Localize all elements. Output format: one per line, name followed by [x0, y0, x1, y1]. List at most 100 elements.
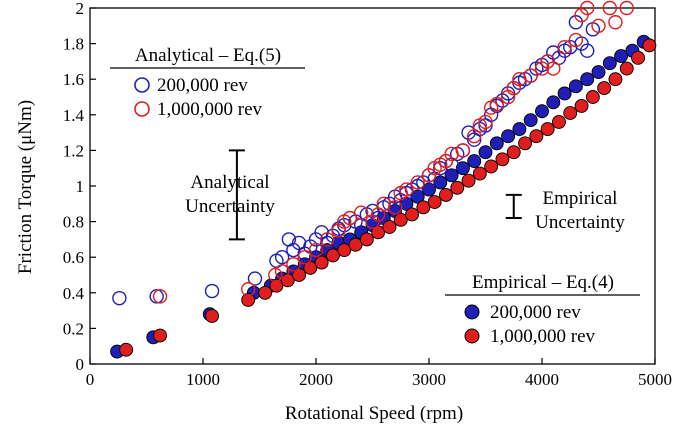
data-point	[119, 342, 134, 357]
data-point	[152, 289, 168, 304]
data-point	[574, 98, 589, 113]
data-point	[416, 200, 431, 215]
y-tick-label: 1	[76, 177, 85, 196]
data-point	[320, 232, 335, 247]
legend-analytical-title: Analytical – Eq.(5)	[135, 45, 281, 66]
data-point	[450, 180, 465, 195]
legend-empirical-title: Empirical – Eq.(4)	[472, 272, 614, 293]
data-point	[619, 61, 634, 76]
data-point	[274, 264, 290, 279]
series-1	[152, 0, 634, 304]
legend-analytical-marker-blue	[134, 77, 150, 93]
legend-analytical-label-blue: 200,000 rev	[157, 75, 248, 96]
data-point	[506, 145, 521, 160]
data-point	[608, 15, 623, 30]
data-point	[467, 154, 482, 169]
data-point	[484, 159, 499, 174]
data-point	[314, 255, 329, 270]
data-point	[500, 86, 516, 101]
data-point	[563, 106, 578, 120]
data-point	[478, 145, 493, 160]
empirical-uncertainty-bar	[505, 193, 522, 220]
data-point	[455, 143, 471, 158]
data-point	[557, 86, 572, 101]
y-tick-label: 1.8	[63, 35, 84, 54]
data-point	[149, 289, 164, 304]
data-point	[326, 248, 340, 263]
data-point	[354, 205, 369, 220]
legend-analytical-label-red: 1,000,000 rev	[157, 99, 263, 120]
data-point	[614, 49, 629, 64]
data-point	[546, 95, 561, 110]
x-tick-label: 0	[86, 370, 95, 389]
legend-analytical-marker-red	[134, 101, 150, 117]
data-point	[444, 168, 459, 183]
data-point	[153, 328, 168, 343]
data-point	[602, 0, 617, 16]
legend-empirical-marker-red	[464, 328, 480, 344]
data-point	[274, 250, 290, 265]
data-point	[359, 232, 374, 247]
data-point	[204, 283, 220, 299]
data-point	[348, 237, 363, 252]
y-tick-label: 0	[76, 355, 85, 374]
legend-empirical-label-red: 1,000,000 rev	[490, 326, 596, 347]
legend-empirical-marker-blue	[464, 304, 480, 320]
data-point	[405, 207, 419, 222]
data-point	[529, 129, 544, 144]
x-tick-label: 5000	[638, 370, 672, 389]
x-tick-label: 4000	[525, 370, 559, 389]
series-3	[119, 38, 657, 357]
y-tick-label: 2	[76, 0, 85, 18]
data-point	[585, 90, 600, 104]
analytical-uncertainty-line2: Uncertainty	[185, 196, 275, 217]
data-point	[540, 122, 555, 136]
empirical-uncertainty-line2: Uncertainty	[535, 212, 625, 233]
data-point	[580, 43, 595, 58]
data-point	[439, 187, 453, 202]
data-point	[631, 50, 645, 65]
data-point	[557, 39, 572, 55]
data-point	[269, 278, 284, 293]
data-point	[478, 114, 493, 130]
data-marks	[110, 0, 657, 359]
data-point	[427, 195, 442, 209]
data-point	[591, 65, 606, 80]
y-tick-label: 0.4	[63, 284, 85, 303]
data-point	[337, 243, 352, 258]
axes: 0 1000 2000 3000 4000 5000 0 0.2 0.4 0.6 0.8 1 1.2 1.…	[63, 0, 672, 389]
data-point	[308, 242, 324, 258]
data-point	[241, 292, 256, 307]
data-point	[546, 61, 561, 76]
empirical-uncertainty-line1: Empirical	[543, 188, 618, 209]
legend-analytical: Analytical – Eq.(5) 200,000 rev 1,000,00…	[110, 45, 305, 120]
data-point	[112, 290, 127, 306]
empirical-uncertainty-annotation: Empirical Uncertainty	[535, 188, 625, 233]
data-point	[580, 0, 595, 16]
analytical-uncertainty-line1: Analytical	[190, 172, 269, 193]
data-point	[393, 212, 408, 227]
data-point	[297, 250, 312, 265]
analytical-uncertainty-annotation: Analytical Uncertainty	[185, 172, 275, 217]
data-point	[597, 81, 612, 96]
data-point	[608, 72, 623, 87]
data-point	[568, 79, 583, 94]
data-point	[205, 308, 219, 323]
x-tick-label: 2000	[299, 370, 333, 389]
data-point	[268, 267, 283, 283]
y-tick-label: 0.2	[63, 319, 84, 338]
data-point	[495, 152, 510, 167]
data-point	[410, 175, 425, 190]
data-point	[461, 173, 476, 188]
data-point	[512, 122, 527, 136]
data-point	[642, 38, 657, 53]
y-axis-title: Friction Torque (μNm)	[15, 100, 36, 274]
data-point	[489, 136, 504, 151]
data-point	[258, 285, 273, 300]
data-point	[286, 257, 301, 272]
data-point	[523, 68, 538, 83]
y-tick-label: 0.6	[63, 248, 84, 267]
y-tick-label: 0.8	[63, 213, 84, 232]
x-tick-label: 3000	[412, 370, 446, 389]
